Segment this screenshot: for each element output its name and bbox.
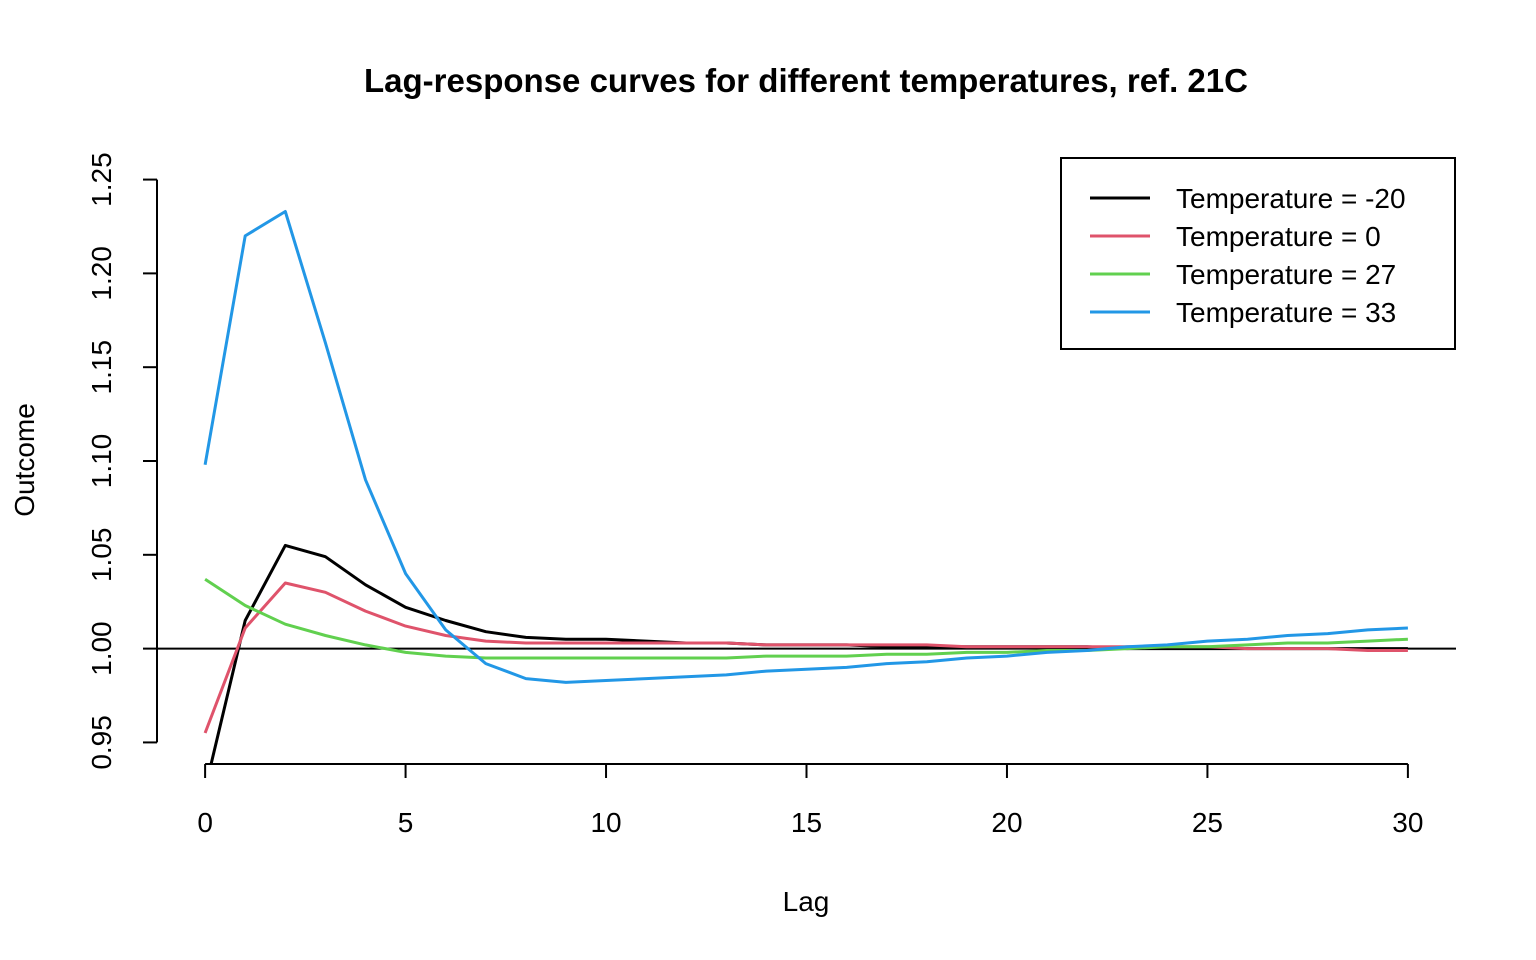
y-tick-label: 1.15 xyxy=(86,340,117,395)
x-tick-label: 20 xyxy=(991,807,1022,838)
y-tick-label: 1.20 xyxy=(86,246,117,301)
x-axis-label: Lag xyxy=(783,886,830,917)
y-tick-label: 1.25 xyxy=(86,152,117,207)
legend-label: Temperature = -20 xyxy=(1176,183,1406,214)
x-tick-label: 15 xyxy=(791,807,822,838)
series-line-1 xyxy=(203,581,1408,734)
legend-label: Temperature = 33 xyxy=(1176,297,1396,328)
y-axis-label: Outcome xyxy=(9,403,40,517)
legend-label: Temperature = 27 xyxy=(1176,259,1396,290)
y-tick-label: 0.95 xyxy=(86,715,117,770)
x-tick-label: 25 xyxy=(1192,807,1223,838)
series-line-3 xyxy=(203,210,1408,684)
x-tick-label: 5 xyxy=(398,807,414,838)
legend-label: Temperature = 0 xyxy=(1176,221,1381,252)
y-tick-label: 1.05 xyxy=(86,528,117,583)
series-line-0 xyxy=(209,543,1408,764)
y-tick-label: 1.10 xyxy=(86,434,117,489)
legend: Temperature = -20 Temperature = 0 Temperat… xyxy=(1060,157,1456,350)
x-tick-label: 10 xyxy=(590,807,621,838)
y-axis: 0.95 1.00 1.05 1.10 1.15 1.20 1.25 xyxy=(86,152,158,770)
x-tick-label: 30 xyxy=(1392,807,1423,838)
legend-box xyxy=(1060,157,1456,350)
x-tick-label: 0 xyxy=(197,807,213,838)
plot-area xyxy=(157,210,1456,764)
x-axis: 0 5 10 15 20 25 30 xyxy=(197,763,1423,838)
y-tick-label: 1.00 xyxy=(86,621,117,676)
chart-title: Lag-response curves for different temper… xyxy=(364,62,1248,99)
series-line-2 xyxy=(204,577,1408,660)
